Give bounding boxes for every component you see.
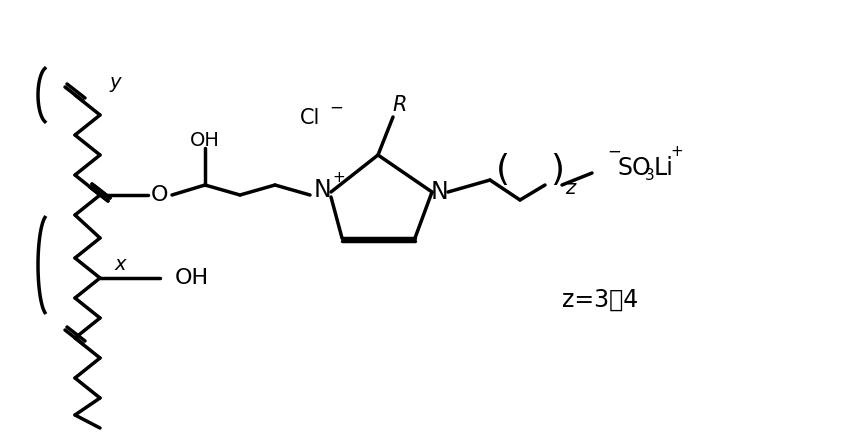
Text: SO: SO [617,156,651,180]
Text: x: x [114,256,126,274]
Text: Cl: Cl [300,108,320,128]
Text: ): ) [549,153,563,187]
Text: z: z [564,178,575,197]
Text: N: N [430,180,448,204]
Text: O: O [151,185,169,205]
Text: +: + [333,170,345,184]
Text: z=3或4: z=3或4 [561,288,637,312]
Text: OH: OH [175,268,208,288]
Text: y: y [109,73,121,92]
Text: N: N [314,178,332,202]
Text: Li: Li [653,156,673,180]
Text: R: R [392,95,407,115]
Text: OH: OH [190,131,219,149]
Text: (: ( [495,153,510,187]
Text: −: − [328,99,343,117]
Text: −: − [606,143,620,161]
Text: +: + [670,145,683,160]
Text: 3: 3 [644,168,654,183]
